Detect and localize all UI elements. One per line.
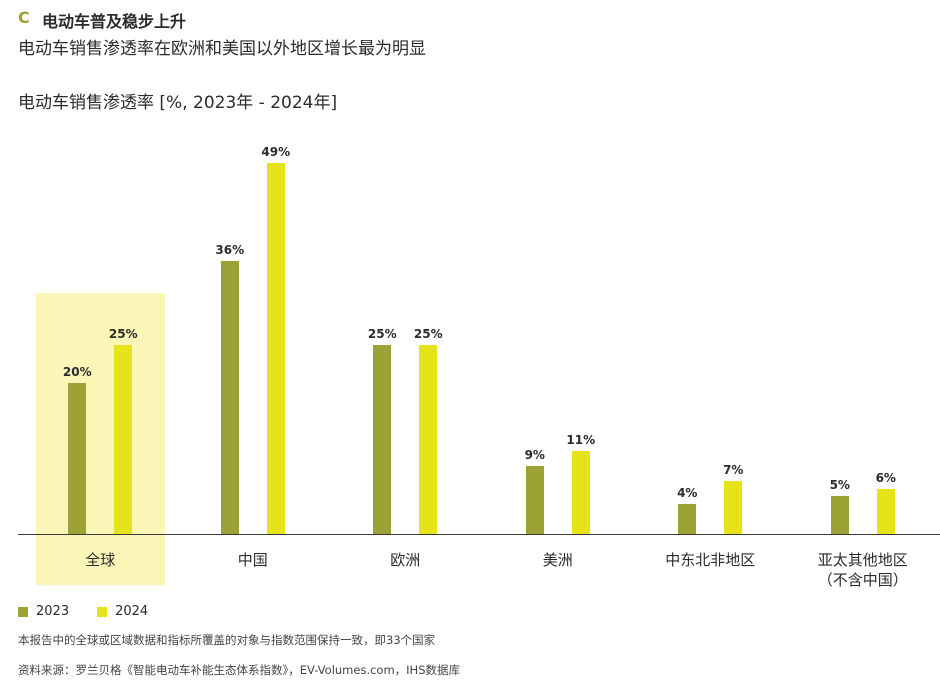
bar-2023 bbox=[220, 261, 239, 534]
bar-2024 bbox=[114, 344, 133, 534]
value-label: 11% bbox=[566, 432, 596, 447]
legend-label-2024: 2024 bbox=[115, 604, 149, 619]
x-axis-line bbox=[18, 534, 940, 535]
section-letter: C bbox=[18, 8, 30, 27]
footnote: 本报告中的全球或区域数据和指标所覆盖的对象与指数范围保持一致，即33个国家 bbox=[18, 633, 436, 647]
legend-label-2023: 2023 bbox=[36, 604, 70, 619]
bar-2023 bbox=[373, 344, 392, 534]
category-label: 中东北非地区 bbox=[665, 551, 756, 569]
value-label: 20% bbox=[62, 364, 92, 379]
bar-2024 bbox=[876, 488, 895, 534]
category-label: 美洲 bbox=[542, 551, 573, 569]
value-label: 6% bbox=[875, 470, 896, 485]
global-highlight-band bbox=[36, 293, 165, 585]
value-label: 4% bbox=[677, 485, 698, 500]
bar-2024 bbox=[419, 344, 438, 534]
bar-2023 bbox=[68, 382, 87, 534]
value-label: 25% bbox=[367, 326, 397, 341]
category-label: 中国 bbox=[237, 551, 268, 569]
bar-2024 bbox=[724, 481, 743, 534]
value-label: 7% bbox=[723, 463, 744, 477]
bar-2023 bbox=[678, 503, 697, 534]
bar-2023 bbox=[830, 496, 849, 534]
unit-label: 电动车销售渗透率 [%, 2023年 - 2024年] bbox=[18, 93, 338, 113]
legend-swatch-2024 bbox=[97, 606, 108, 617]
category-label: 全球 bbox=[85, 551, 116, 569]
value-label: 36% bbox=[215, 243, 245, 258]
legend: 2023 2024 bbox=[18, 604, 148, 619]
category-label: 亚太其他地区 （不含中国） bbox=[817, 551, 908, 589]
value-label: 5% bbox=[829, 478, 850, 493]
bar-2023 bbox=[525, 465, 544, 534]
bar-2024 bbox=[266, 163, 285, 534]
bar-2024 bbox=[571, 450, 590, 534]
value-label: 25% bbox=[108, 326, 138, 341]
legend-swatch-2023 bbox=[18, 606, 28, 617]
value-label: 9% bbox=[524, 447, 545, 462]
value-label: 49% bbox=[261, 145, 291, 160]
source-note: 资料来源：罗兰贝格《智能电动车补能生态体系指数》，EV-Volumes.com，… bbox=[18, 663, 460, 677]
value-label: 25% bbox=[413, 326, 443, 341]
chart-subtitle: 电动车销售渗透率在欧洲和美国以外地区增长最为明显 bbox=[18, 39, 426, 59]
category-label: 欧洲 bbox=[390, 551, 421, 569]
chart-title: 电动车普及稳步上升 bbox=[42, 12, 187, 31]
